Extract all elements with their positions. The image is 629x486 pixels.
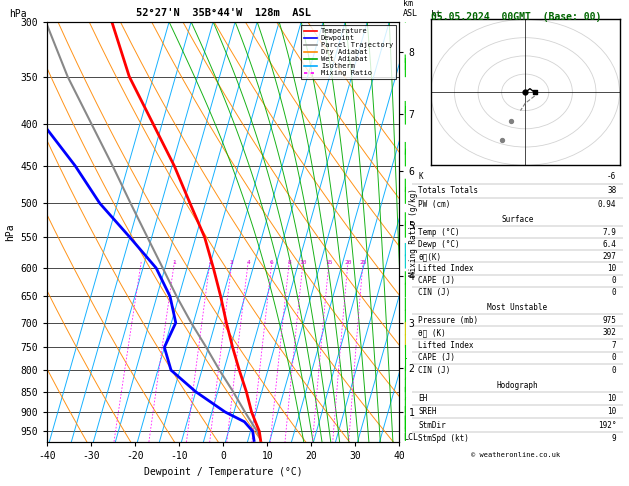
Point bbox=[497, 136, 507, 143]
Text: EH: EH bbox=[418, 394, 428, 403]
Text: 10: 10 bbox=[299, 260, 307, 265]
Text: Hodograph: Hodograph bbox=[496, 381, 538, 390]
Text: PW (cm): PW (cm) bbox=[418, 200, 451, 209]
Text: hPa: hPa bbox=[9, 9, 27, 19]
Y-axis label: hPa: hPa bbox=[5, 223, 15, 241]
Text: 3: 3 bbox=[230, 260, 234, 265]
Text: Lifted Index: Lifted Index bbox=[418, 264, 474, 273]
Text: CIN (J): CIN (J) bbox=[418, 288, 451, 297]
Text: 10: 10 bbox=[607, 407, 616, 417]
Text: 0: 0 bbox=[612, 276, 616, 285]
Text: 7: 7 bbox=[612, 341, 616, 350]
Text: 975: 975 bbox=[603, 315, 616, 325]
Point bbox=[506, 118, 516, 125]
Text: CAPE (J): CAPE (J) bbox=[418, 276, 455, 285]
Text: 05.05.2024  00GMT  (Base: 00): 05.05.2024 00GMT (Base: 00) bbox=[431, 12, 601, 22]
Text: 20: 20 bbox=[344, 260, 352, 265]
Legend: Temperature, Dewpoint, Parcel Trajectory, Dry Adiabat, Wet Adiabat, Isotherm, Mi: Temperature, Dewpoint, Parcel Trajectory… bbox=[301, 25, 396, 79]
Text: 0.94: 0.94 bbox=[598, 200, 616, 209]
Text: θᴇ (K): θᴇ (K) bbox=[418, 328, 446, 337]
Text: kt: kt bbox=[431, 10, 441, 19]
Text: Surface: Surface bbox=[501, 215, 533, 225]
Text: Mixing Ratio (g/kg): Mixing Ratio (g/kg) bbox=[409, 188, 418, 276]
Text: 0: 0 bbox=[612, 353, 616, 363]
Text: StmSpd (kt): StmSpd (kt) bbox=[418, 434, 469, 443]
Text: 9: 9 bbox=[612, 434, 616, 443]
Text: 6.4: 6.4 bbox=[603, 240, 616, 249]
Text: 302: 302 bbox=[603, 328, 616, 337]
Text: 0: 0 bbox=[612, 288, 616, 297]
Text: CIN (J): CIN (J) bbox=[418, 366, 451, 375]
Text: SREH: SREH bbox=[418, 407, 437, 417]
Text: 38: 38 bbox=[607, 186, 616, 195]
Text: 52°27'N  35B°44'W  128m  ASL: 52°27'N 35B°44'W 128m ASL bbox=[136, 8, 311, 18]
Text: -6: -6 bbox=[607, 173, 616, 181]
Text: 6: 6 bbox=[270, 260, 274, 265]
Text: 297: 297 bbox=[603, 252, 616, 261]
Text: Temp (°C): Temp (°C) bbox=[418, 227, 460, 237]
Text: K: K bbox=[418, 173, 423, 181]
Text: 2: 2 bbox=[208, 260, 212, 265]
Text: 192°: 192° bbox=[598, 420, 616, 430]
Text: 10: 10 bbox=[607, 394, 616, 403]
Text: StmDir: StmDir bbox=[418, 420, 446, 430]
Text: km
ASL: km ASL bbox=[403, 0, 418, 18]
Text: CAPE (J): CAPE (J) bbox=[418, 353, 455, 363]
Text: Lifted Index: Lifted Index bbox=[418, 341, 474, 350]
Text: 25: 25 bbox=[359, 260, 367, 265]
Text: © weatheronline.co.uk: © weatheronline.co.uk bbox=[471, 452, 560, 458]
Text: 7.9: 7.9 bbox=[603, 227, 616, 237]
Text: Totals Totals: Totals Totals bbox=[418, 186, 479, 195]
Text: 1: 1 bbox=[172, 260, 176, 265]
Text: Pressure (mb): Pressure (mb) bbox=[418, 315, 479, 325]
Point bbox=[520, 88, 530, 96]
Text: Most Unstable: Most Unstable bbox=[487, 303, 547, 312]
Text: 4: 4 bbox=[247, 260, 250, 265]
Text: 10: 10 bbox=[607, 264, 616, 273]
Text: 15: 15 bbox=[325, 260, 333, 265]
Text: 8: 8 bbox=[287, 260, 291, 265]
X-axis label: Dewpoint / Temperature (°C): Dewpoint / Temperature (°C) bbox=[144, 467, 303, 477]
Text: 0: 0 bbox=[612, 366, 616, 375]
Point bbox=[530, 88, 540, 96]
Text: LCL: LCL bbox=[404, 434, 418, 442]
Text: Dewp (°C): Dewp (°C) bbox=[418, 240, 460, 249]
Text: θᴇ(K): θᴇ(K) bbox=[418, 252, 442, 261]
